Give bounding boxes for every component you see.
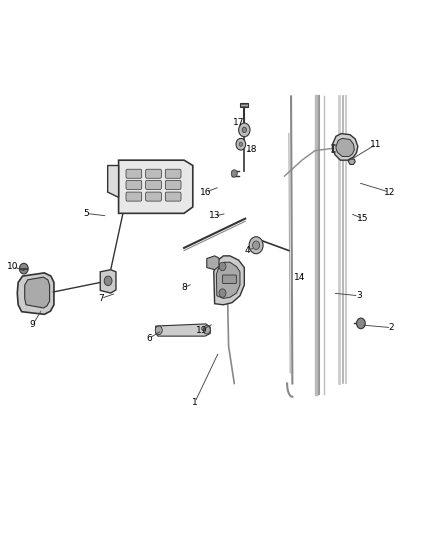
- Text: 5: 5: [83, 209, 89, 218]
- Circle shape: [19, 263, 28, 274]
- Text: 13: 13: [209, 212, 220, 221]
- Text: 1: 1: [192, 398, 198, 407]
- FancyBboxPatch shape: [146, 192, 161, 201]
- Polygon shape: [216, 262, 240, 298]
- Text: 8: 8: [181, 283, 187, 292]
- Circle shape: [203, 326, 210, 334]
- Text: 6: 6: [146, 334, 152, 343]
- FancyBboxPatch shape: [146, 169, 161, 178]
- Circle shape: [239, 142, 243, 147]
- Polygon shape: [17, 273, 54, 314]
- Polygon shape: [332, 134, 358, 160]
- Polygon shape: [100, 270, 116, 293]
- FancyBboxPatch shape: [165, 192, 181, 201]
- FancyBboxPatch shape: [126, 192, 142, 201]
- Text: 3: 3: [356, 291, 362, 300]
- Polygon shape: [336, 139, 354, 157]
- Text: 19: 19: [196, 326, 207, 335]
- FancyBboxPatch shape: [146, 180, 161, 189]
- Text: 18: 18: [246, 145, 258, 154]
- Circle shape: [236, 139, 246, 150]
- Text: 4: 4: [244, 246, 250, 255]
- Circle shape: [249, 237, 263, 254]
- Text: 11: 11: [371, 140, 382, 149]
- Circle shape: [253, 241, 260, 249]
- Circle shape: [104, 276, 112, 286]
- Text: 17: 17: [233, 118, 244, 127]
- FancyBboxPatch shape: [165, 180, 181, 189]
- Circle shape: [242, 127, 247, 133]
- Text: 14: 14: [294, 273, 305, 281]
- Circle shape: [357, 318, 365, 329]
- Circle shape: [155, 326, 162, 335]
- Polygon shape: [214, 256, 244, 305]
- FancyBboxPatch shape: [126, 180, 142, 189]
- Circle shape: [231, 169, 237, 177]
- Text: 12: 12: [384, 188, 395, 197]
- Polygon shape: [240, 103, 248, 107]
- Polygon shape: [119, 160, 193, 213]
- Polygon shape: [155, 324, 210, 336]
- Polygon shape: [25, 277, 49, 308]
- FancyBboxPatch shape: [165, 169, 181, 178]
- Text: 9: 9: [30, 320, 35, 329]
- Circle shape: [219, 262, 226, 271]
- FancyBboxPatch shape: [126, 169, 142, 178]
- Polygon shape: [348, 159, 355, 165]
- Text: 10: 10: [7, 262, 19, 271]
- Circle shape: [219, 289, 226, 297]
- Text: 2: 2: [389, 323, 394, 332]
- Text: 15: 15: [357, 214, 369, 223]
- Text: 16: 16: [200, 188, 212, 197]
- Text: 7: 7: [98, 294, 104, 303]
- Polygon shape: [108, 165, 119, 197]
- Circle shape: [239, 123, 250, 137]
- Polygon shape: [207, 256, 219, 270]
- FancyBboxPatch shape: [223, 275, 237, 284]
